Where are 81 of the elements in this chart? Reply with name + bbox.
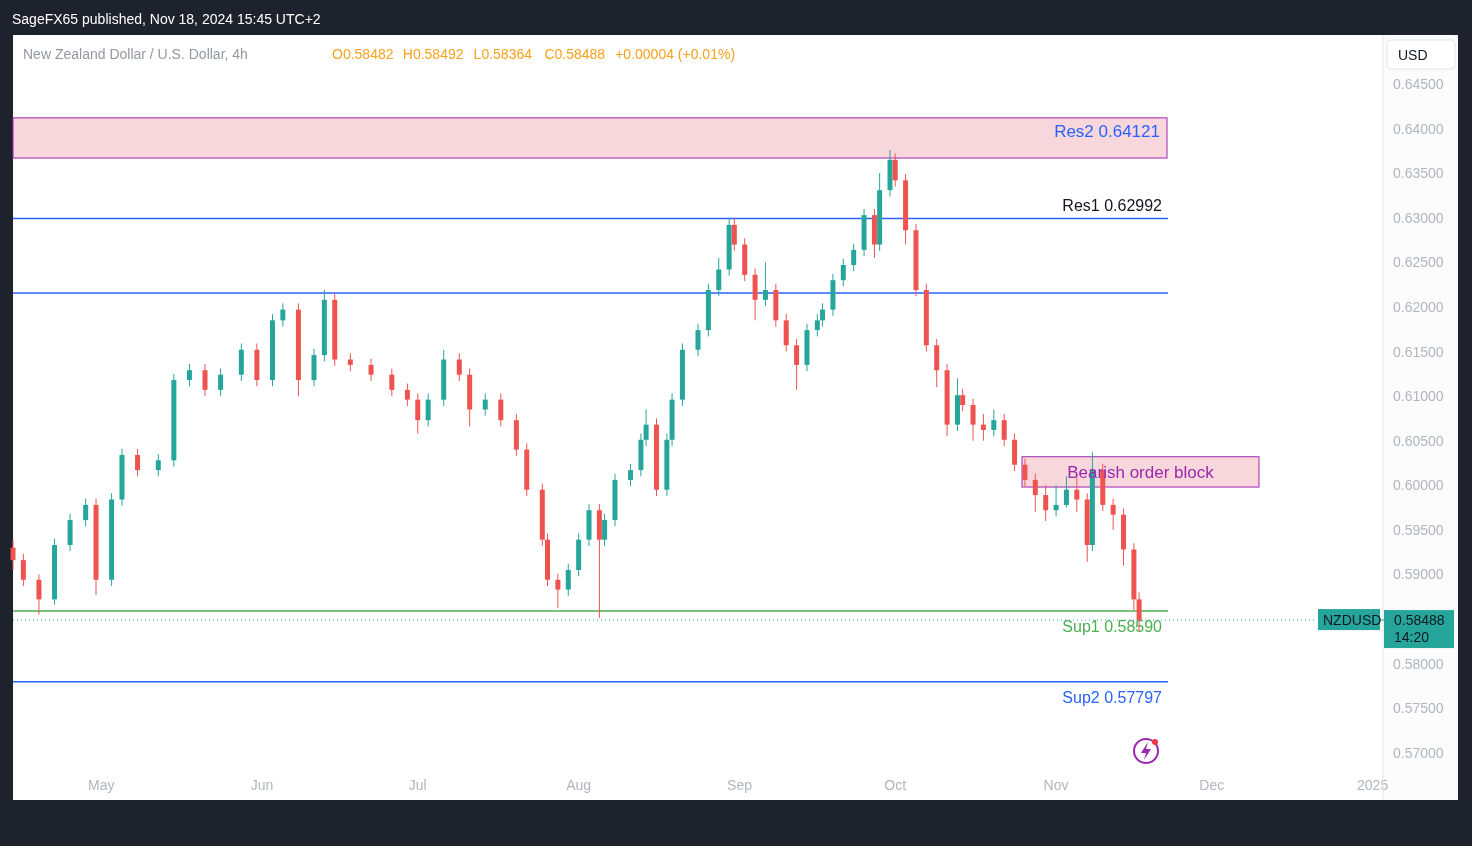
- candlestick: [716, 257, 722, 297]
- annotation: L0.58364: [473, 46, 533, 62]
- y-tick-label: 0.59000: [1393, 566, 1444, 583]
- candlestick: [731, 218, 737, 252]
- candlestick: [840, 258, 846, 287]
- candlestick: [980, 413, 986, 442]
- candlestick: [404, 383, 410, 407]
- x-tick-label: May: [87, 777, 115, 793]
- annotation: O0.58482: [332, 46, 394, 62]
- ref-line-label: Res1 0.62992: [1062, 197, 1163, 215]
- candlestick: [498, 392, 504, 427]
- x-tick-label: Oct: [884, 777, 907, 793]
- candlestick: [415, 392, 421, 435]
- y-tick-label: 0.57500: [1393, 700, 1444, 717]
- text: 14:20: [1394, 629, 1430, 646]
- candlestick: [218, 367, 224, 397]
- candlestick: [368, 358, 374, 382]
- candlestick: [991, 408, 997, 437]
- x-tick-label: Nov: [1043, 777, 1069, 793]
- candlestick: [602, 513, 608, 547]
- y-tick-label: 0.60500: [1393, 432, 1444, 449]
- candlestick: [83, 498, 89, 527]
- y-tick-label: 0.64000: [1393, 120, 1444, 137]
- candlestick: [851, 243, 857, 272]
- candlestick: [482, 392, 488, 417]
- x-tick-label: Sep: [727, 777, 753, 793]
- candlestick: [1022, 458, 1028, 487]
- y-tick-label: 0.61000: [1393, 388, 1444, 405]
- x-tick-label: Aug: [566, 777, 592, 793]
- y-tick-label: 0.60000: [1393, 477, 1444, 494]
- candlestick: [762, 261, 768, 307]
- x-tick-label: Dec: [1199, 777, 1225, 793]
- text: SageFX65 published, Nov 18, 2024 15:45 UTC+2: [12, 11, 321, 27]
- candlestick: [892, 153, 898, 188]
- candlestick: [643, 408, 649, 447]
- y-tick-label: 0.59500: [1393, 521, 1444, 538]
- x-tick-label: 2025: [1357, 777, 1389, 793]
- candlestick: [1001, 413, 1007, 447]
- candlestick: [1043, 484, 1049, 522]
- candlestick: [794, 338, 800, 391]
- annotation: +0.00004 (+0.01%): [615, 46, 736, 62]
- y-tick-label: 0.62000: [1393, 298, 1444, 315]
- candlestick: [155, 453, 161, 477]
- candlestick: [36, 573, 42, 616]
- candlestick: [1053, 484, 1059, 517]
- candlestick: [970, 398, 976, 442]
- ref-line-label: Sup2 0.57797: [1062, 688, 1163, 706]
- band-label: Res2 0.64121: [1054, 121, 1160, 141]
- y-tick-label: 0.62500: [1393, 254, 1444, 271]
- candlestick: [10, 538, 16, 571]
- text: New Zealand Dollar / U.S. Dollar, 4h: [23, 46, 248, 62]
- candlestick: [202, 363, 208, 397]
- candlestick: [695, 323, 701, 357]
- candlestick: [820, 302, 826, 328]
- annotation: H0.58492: [402, 46, 464, 62]
- candlestick: [814, 313, 820, 337]
- candlestick: [135, 448, 141, 477]
- candlestick: [425, 392, 431, 427]
- candlestick: [555, 573, 561, 609]
- candlestick: [389, 367, 395, 397]
- y-tick-label: 0.58000: [1393, 655, 1444, 672]
- annotation: C0.58488: [544, 46, 606, 62]
- candlestick: [456, 352, 462, 382]
- candlestick: [280, 302, 286, 328]
- candlestick: [1063, 475, 1069, 509]
- candlestick: [628, 463, 634, 487]
- candlestick: [565, 563, 571, 597]
- candlestick: [960, 388, 966, 412]
- x-tick-label: Jul: [408, 777, 427, 793]
- text: USD: [1398, 47, 1428, 63]
- candlestick: [1032, 473, 1038, 513]
- candlestick: [20, 553, 26, 587]
- y-tick-label: 0.64500: [1393, 76, 1444, 93]
- x-tick-label: Jun: [250, 777, 274, 793]
- text: 0.58488: [1394, 612, 1445, 629]
- y-tick-label: 0.61500: [1393, 343, 1444, 360]
- candlestick: [186, 363, 192, 387]
- y-tick-label: 0.63000: [1393, 209, 1444, 226]
- y-tick-label: 0.57000: [1393, 744, 1444, 761]
- y-tick-label: 0.63500: [1393, 165, 1444, 182]
- candlestick: [1110, 498, 1116, 531]
